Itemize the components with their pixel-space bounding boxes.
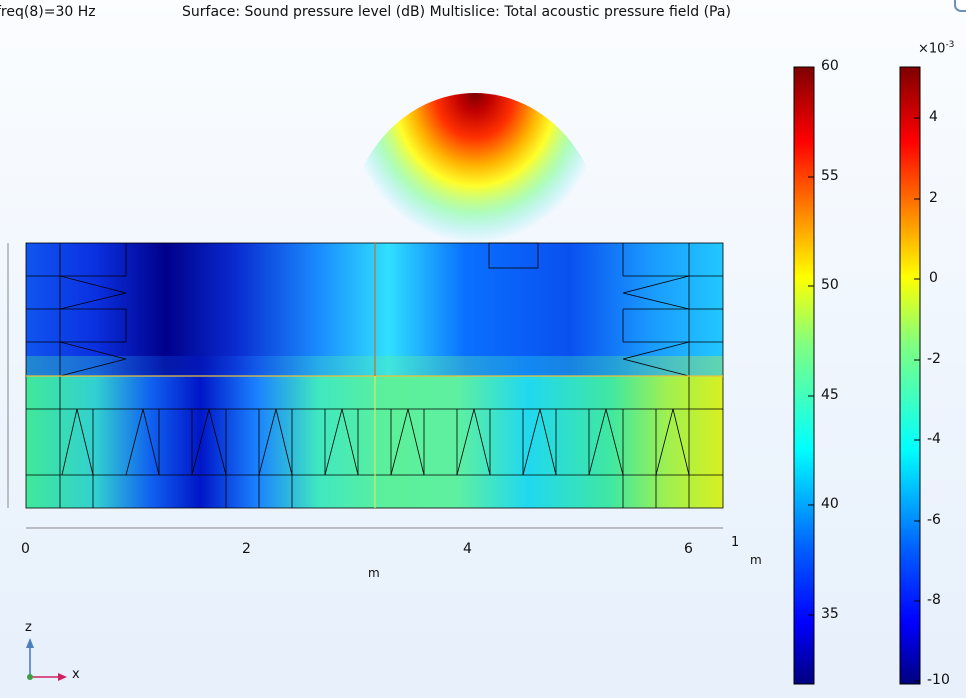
pressure-tick-label: -6 xyxy=(927,512,941,528)
colorbar-pressure xyxy=(899,66,921,685)
exponent-power: -3 xyxy=(945,40,955,50)
corner-button[interactable] xyxy=(954,0,966,12)
colorbar-spl xyxy=(793,66,815,685)
spl-tick-label: 45 xyxy=(821,387,839,403)
x-tick-label: 4 xyxy=(463,541,472,557)
triad-z-label: z xyxy=(25,620,32,635)
exponent-prefix: ×10 xyxy=(918,41,946,57)
pressure-tick-label: -8 xyxy=(927,592,941,608)
x-tick-label: 6 xyxy=(684,541,693,557)
x-axis-unit: m xyxy=(368,566,380,580)
spl-tick-label: 35 xyxy=(821,606,839,622)
x-tick-label: 2 xyxy=(242,541,251,557)
colorbar-pressure-ticks xyxy=(914,117,920,682)
pressure-tick-label: -2 xyxy=(927,351,941,367)
spl-tick-label: 55 xyxy=(821,168,839,184)
spl-tick-label: 40 xyxy=(821,496,839,512)
frequency-label: freq(8)=30 Hz xyxy=(0,4,96,20)
spl-tick-label: 50 xyxy=(821,277,839,293)
pressure-tick-label: -4 xyxy=(927,431,941,447)
pressure-tick-label: -10 xyxy=(927,672,950,688)
pressure-tick-label: 0 xyxy=(929,270,938,286)
z-corner-tick: 1 xyxy=(731,535,740,550)
z-corner-unit: m xyxy=(750,553,762,567)
pressure-exponent: ×10-3 xyxy=(918,40,954,56)
x-tick-label: 0 xyxy=(21,541,30,557)
axis-triad xyxy=(26,638,67,681)
colorbar-spl-ticks xyxy=(808,66,814,616)
triad-x-label: x xyxy=(72,667,80,682)
spl-tick-label: 60 xyxy=(821,58,839,74)
plot-title: Surface: Sound pressure level (dB) Multi… xyxy=(182,4,731,20)
pressure-tick-label: 2 xyxy=(929,190,938,206)
pressure-tick-label: 4 xyxy=(929,109,938,125)
